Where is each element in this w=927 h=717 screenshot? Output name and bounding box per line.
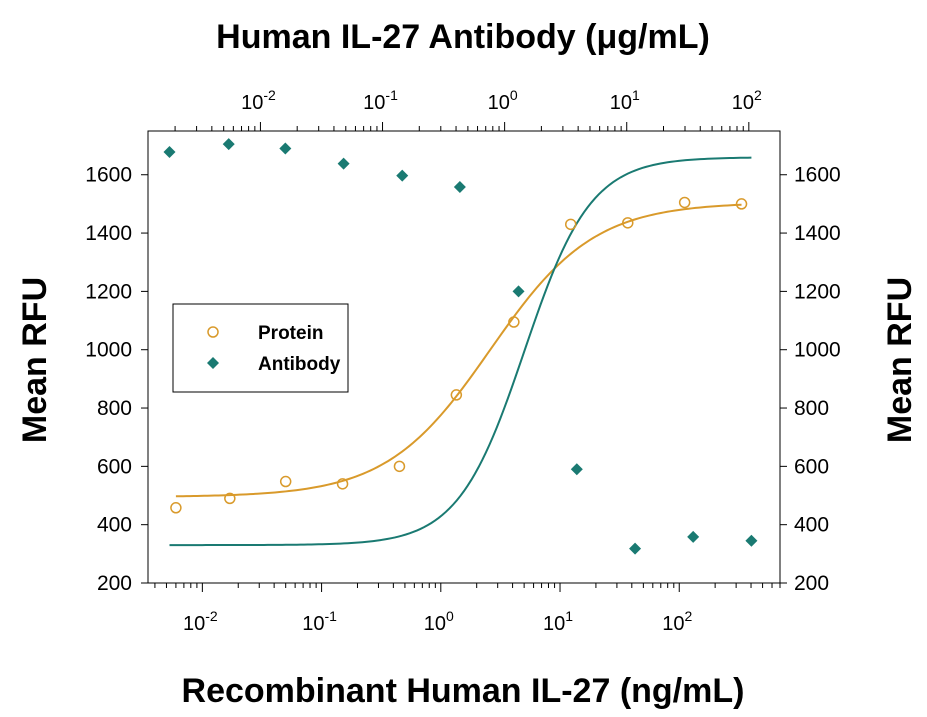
antibody-point — [396, 169, 409, 182]
protein-point — [279, 475, 292, 488]
y-right-tick-label: 800 — [794, 397, 829, 420]
fit-curves — [169, 156, 752, 547]
y-right-tick-label: 1600 — [794, 164, 841, 187]
antibody-point — [570, 463, 583, 476]
protein-point — [224, 492, 236, 505]
antibody-point — [337, 157, 350, 170]
legend-antibody-label: Antibody — [258, 354, 341, 375]
protein-fit-curve — [175, 203, 742, 498]
y-left-tick-label: 1200 — [85, 280, 132, 303]
protein-point — [622, 217, 634, 229]
protein-point — [336, 478, 349, 490]
left-axis-title: Mean RFU — [16, 277, 54, 443]
x-bottom-tick-label: 10-1 — [302, 608, 337, 635]
antibody-point — [163, 145, 176, 158]
data-points — [163, 138, 758, 555]
x-top-tick-label: 10-1 — [363, 87, 398, 114]
antibody-point — [279, 142, 292, 155]
antibody-point — [222, 138, 235, 151]
x-bottom-tick-label: 102 — [662, 608, 692, 635]
y-left-tick-label: 1400 — [85, 222, 132, 245]
x-top-tick-label: 101 — [610, 87, 640, 114]
legend-antibody-marker — [207, 357, 219, 369]
x-top-tick-label: 102 — [732, 87, 762, 114]
top-axis-title: Human IL-27 Antibody (μg/mL) — [216, 18, 710, 56]
right-axis-title: Mean RFU — [881, 277, 919, 443]
antibody-fit-curve — [169, 156, 752, 547]
y-left-tick-label: 800 — [97, 397, 132, 420]
y-right-tick-label: 600 — [794, 455, 829, 478]
antibody-point — [687, 530, 700, 543]
y-left-tick-label: 600 — [97, 455, 132, 478]
antibody-point — [745, 534, 758, 547]
y-left-tick-label: 1000 — [85, 339, 132, 362]
legend-protein-marker — [207, 326, 219, 338]
plot-frame — [147, 130, 781, 584]
legend-box — [172, 303, 349, 393]
antibody-point — [629, 542, 642, 555]
bottom-axis-title: Recombinant Human IL-27 (ng/mL) — [182, 672, 745, 710]
y-left-tick-label: 1600 — [85, 164, 132, 187]
protein-point — [735, 198, 748, 210]
x-top-tick-label: 100 — [488, 87, 518, 114]
y-left-tick-label: 400 — [97, 514, 132, 537]
tick-marks — [141, 122, 787, 592]
y-right-tick-label: 1000 — [794, 339, 841, 362]
x-bottom-tick-label: 100 — [424, 608, 454, 635]
legend-protein-label: Protein — [258, 323, 323, 344]
protein-point — [508, 316, 520, 328]
x-bottom-tick-label: 101 — [543, 608, 573, 635]
protein-point — [393, 460, 406, 473]
y-right-tick-label: 1400 — [794, 222, 841, 245]
y-right-tick-label: 200 — [794, 572, 829, 595]
y-right-tick-label: 400 — [794, 514, 829, 537]
y-right-tick-label: 1200 — [794, 280, 841, 303]
protein-point — [450, 389, 463, 401]
protein-point — [170, 502, 182, 514]
x-bottom-tick-label: 10-2 — [183, 608, 218, 635]
protein-point — [678, 196, 691, 209]
x-top-tick-label: 10-2 — [241, 87, 276, 114]
antibody-point — [512, 285, 525, 298]
tick-labels: 10-2 10-1 100 101 102 10-2 10-1 100 101 102 200 400… — [85, 87, 840, 635]
protein-point — [564, 218, 577, 231]
antibody-point — [453, 180, 466, 193]
y-left-tick-label: 200 — [97, 572, 132, 595]
legend: Protein Antibody — [172, 303, 349, 393]
